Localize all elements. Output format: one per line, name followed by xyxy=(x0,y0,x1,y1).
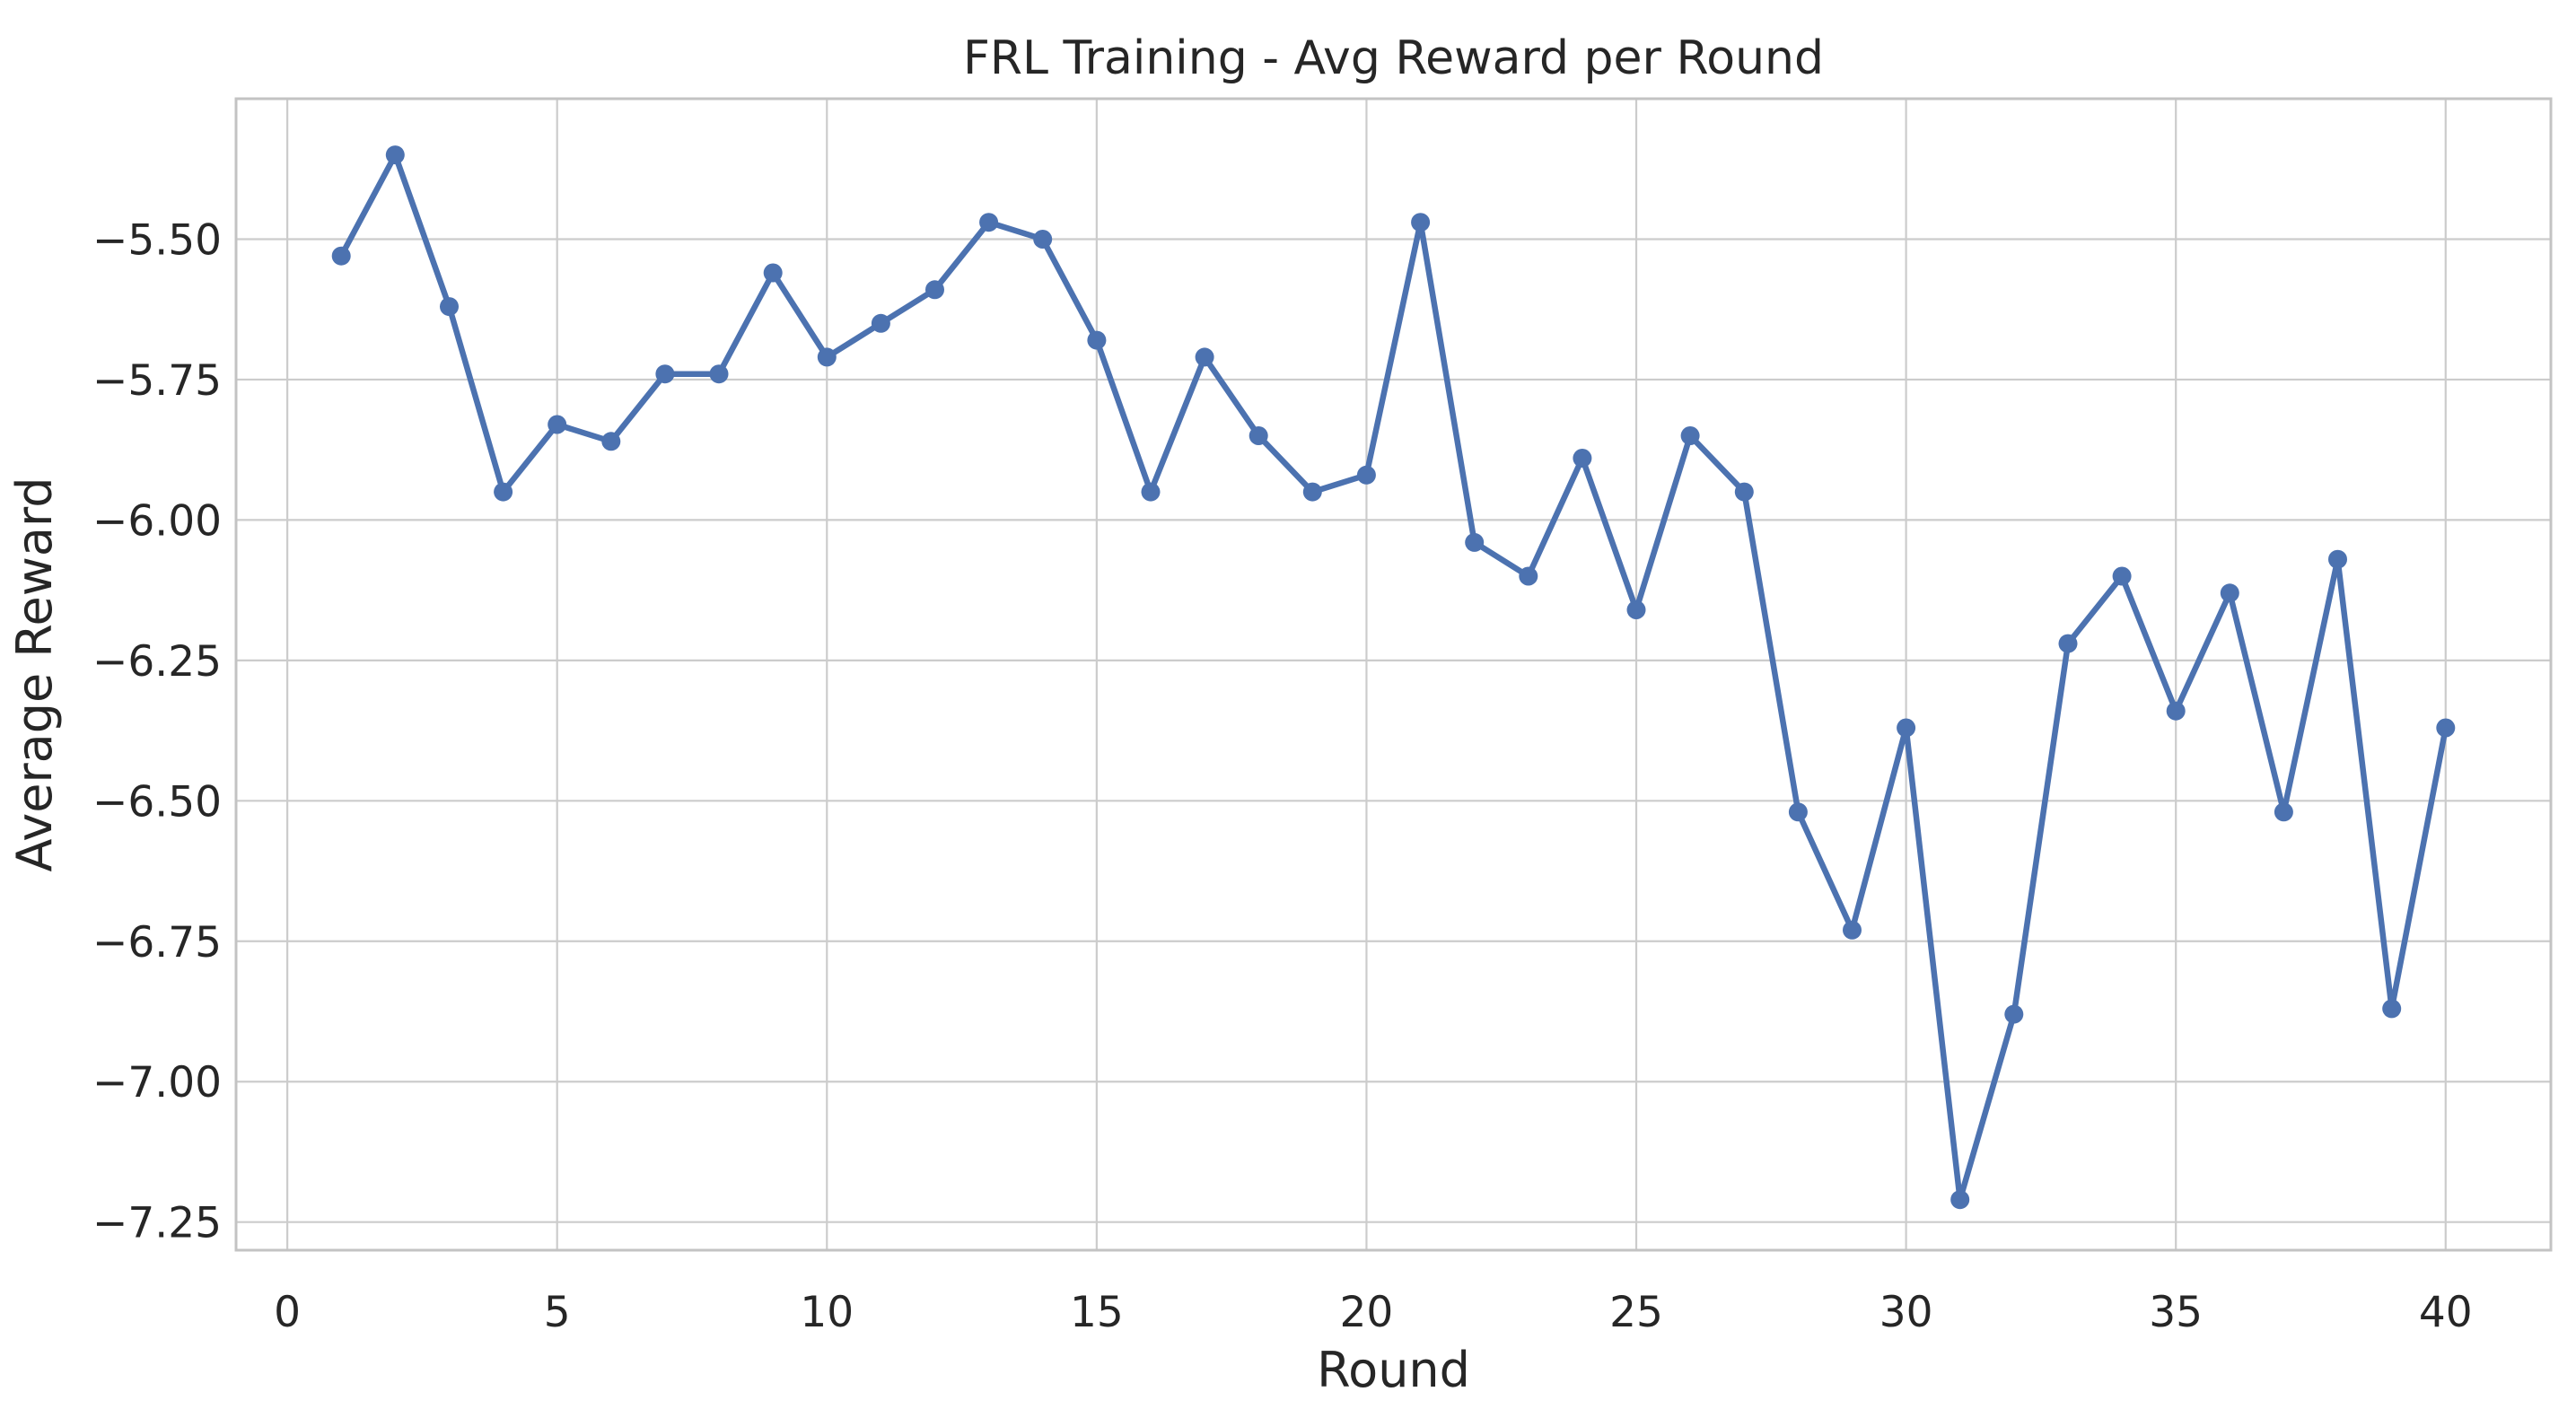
data-point xyxy=(709,364,729,384)
data-point xyxy=(2220,583,2239,603)
x-tick-label: 10 xyxy=(800,1288,854,1337)
y-tick-label: −7.00 xyxy=(92,1058,222,1107)
data-point xyxy=(1356,465,1376,485)
data-point xyxy=(1788,802,1808,822)
x-tick-label: 5 xyxy=(544,1288,571,1337)
x-tick-label: 35 xyxy=(2149,1288,2203,1337)
data-point xyxy=(2274,802,2293,822)
x-axis-label: Round xyxy=(1317,1342,1470,1398)
y-tick-label: −6.25 xyxy=(92,637,222,687)
data-point xyxy=(1411,213,1431,232)
y-axis-label: Average Reward xyxy=(6,477,63,871)
data-point xyxy=(1950,1190,1970,1210)
data-point xyxy=(979,213,999,232)
gridlines xyxy=(236,99,2551,1250)
data-point xyxy=(1626,600,1646,619)
plot-border xyxy=(234,97,2553,1252)
data-point xyxy=(871,313,890,333)
x-tick-label: 20 xyxy=(1340,1288,1394,1337)
data-point xyxy=(817,347,837,367)
y-tick-label: −6.00 xyxy=(92,496,222,546)
x-tick-label: 40 xyxy=(2419,1288,2473,1337)
data-point xyxy=(1033,230,1053,249)
data-point xyxy=(1195,347,1214,367)
y-tick-label: −6.50 xyxy=(92,777,222,827)
data-point xyxy=(763,263,783,283)
data-point xyxy=(1573,449,1592,468)
data-point xyxy=(2382,999,2402,1019)
y-tick-labels: −5.50 −5.75 −6.00 −6.25 −6.50 −6.75 −7.00 −7.25 xyxy=(92,215,222,1247)
y-tick-label: −7.25 xyxy=(92,1199,222,1248)
x-tick-label: 30 xyxy=(1879,1288,1933,1337)
x-tick-label: 25 xyxy=(1609,1288,1663,1337)
chart-title: FRL Training - Avg Reward per Round xyxy=(963,31,1824,85)
y-tick-label: −5.50 xyxy=(92,215,222,265)
data-point xyxy=(2058,634,2078,653)
data-point xyxy=(1465,532,1485,552)
x-tick-labels: 0 5 10 15 20 25 30 35 40 xyxy=(274,1288,2473,1337)
data-point xyxy=(1680,426,1700,445)
data-point xyxy=(2328,549,2347,569)
data-point xyxy=(494,482,513,502)
data-point xyxy=(385,145,405,165)
series-line xyxy=(337,152,2449,1203)
data-point xyxy=(440,297,459,317)
x-tick-label: 0 xyxy=(274,1288,301,1337)
data-point xyxy=(1249,426,1268,445)
data-point xyxy=(2166,701,2186,721)
data-point xyxy=(655,364,675,384)
y-tick-label: −6.75 xyxy=(92,918,222,967)
data-point xyxy=(1141,482,1161,502)
data-point xyxy=(2112,566,2132,586)
data-point xyxy=(1087,330,1107,350)
x-tick-label: 15 xyxy=(1070,1288,1124,1337)
data-point xyxy=(925,280,944,300)
data-point xyxy=(331,246,351,266)
data-point xyxy=(2436,718,2456,738)
y-tick-label: −5.75 xyxy=(92,356,222,406)
data-point xyxy=(1302,482,1322,502)
data-point xyxy=(601,432,621,451)
reward-line xyxy=(337,152,2449,1203)
data-point xyxy=(2004,1004,2024,1024)
data-point xyxy=(1897,718,1916,738)
data-point xyxy=(1734,482,1754,502)
data-point-markers xyxy=(331,145,2456,1210)
data-point xyxy=(1519,566,1538,586)
data-point xyxy=(548,415,567,434)
data-point xyxy=(1843,920,1862,940)
